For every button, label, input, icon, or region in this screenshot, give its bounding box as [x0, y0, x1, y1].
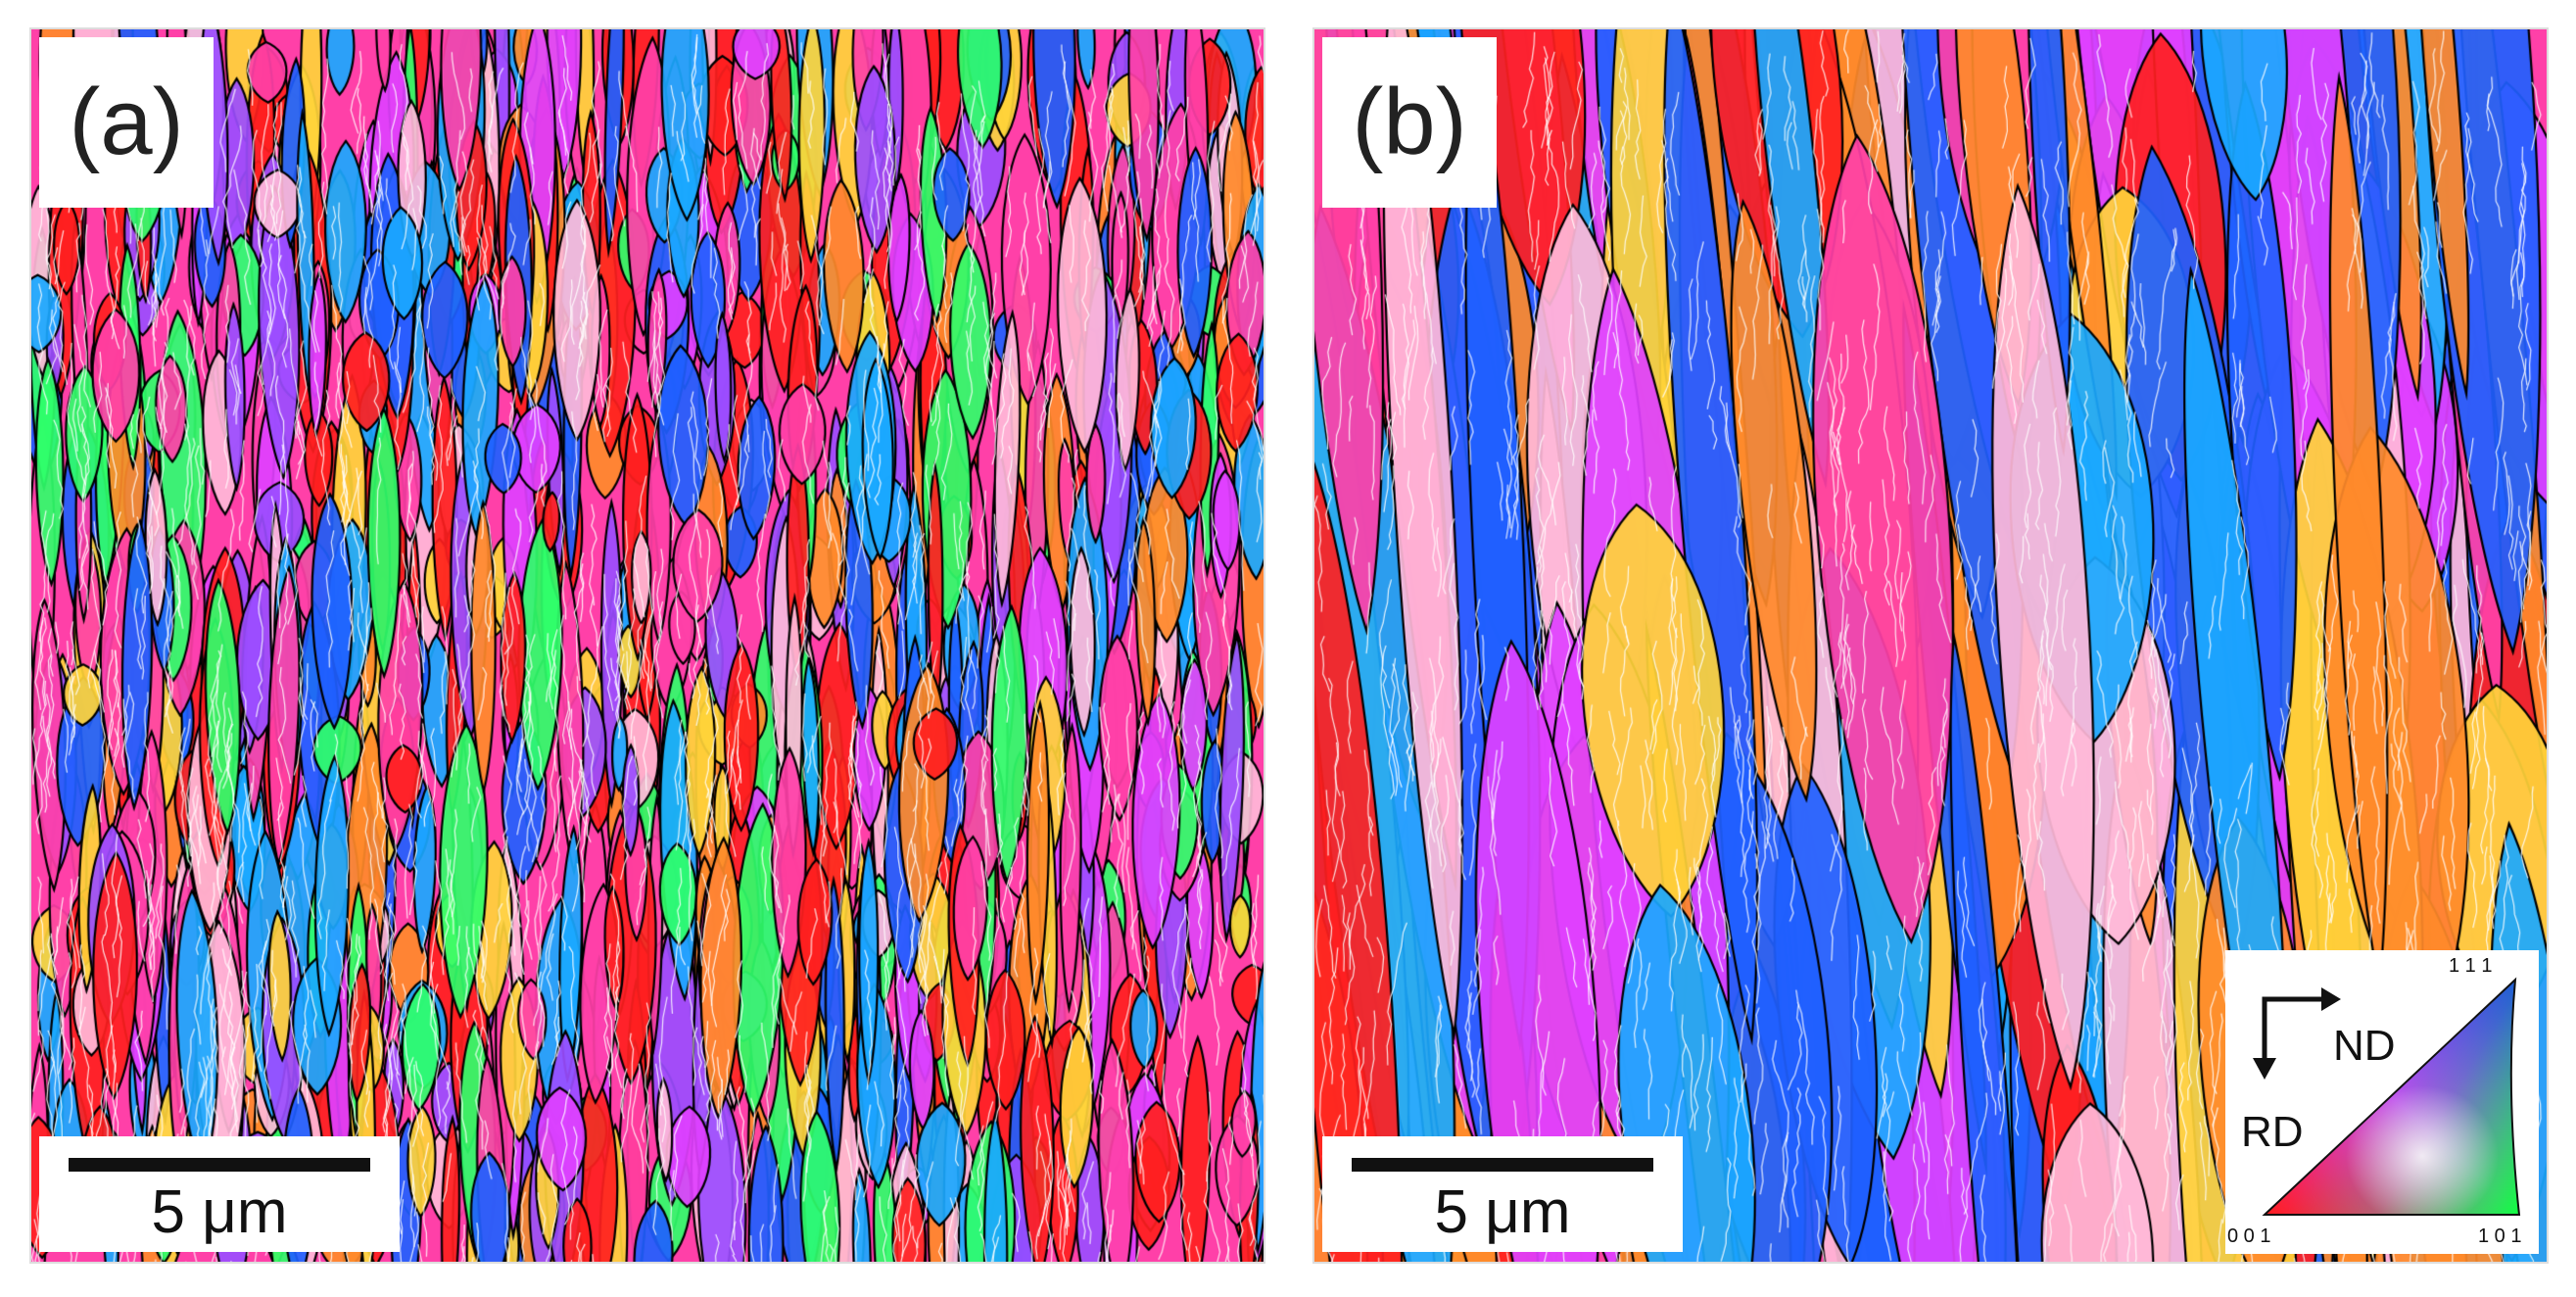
ipf-legend-graphic: ND RD 1 1 1 0 0 1 1 0 1: [2227, 955, 2521, 1247]
ipf-orientation-map-a: [31, 29, 1264, 1262]
scale-bar-line-a: [69, 1158, 370, 1172]
scale-bar-b: 5 μm: [1322, 1136, 1683, 1252]
scale-bar-text-b: 5 μm: [1434, 1178, 1571, 1246]
panel-label-b: (b): [1322, 37, 1497, 208]
ebsd-map-a: (a) 5 μm: [29, 27, 1265, 1264]
axes-indicator-icon: [2262, 996, 2321, 1058]
scale-bar-line-b: [1352, 1158, 1653, 1172]
rd-arrow-icon: [2253, 1058, 2276, 1080]
ipf-color-key-legend: ND RD 1 1 1 0 0 1 1 0 1: [2225, 950, 2539, 1254]
nd-axis-label: ND: [2333, 1022, 2396, 1070]
scale-bar-a: 5 μm: [39, 1136, 400, 1252]
ipf-triangle: [2262, 977, 2521, 1216]
ipf-corner-101: 1 0 1: [2478, 1225, 2521, 1247]
ebsd-map-b: (b) 5 μm: [1312, 27, 2549, 1264]
panel-label-a: (a): [39, 37, 214, 208]
scale-bar-text-a: 5 μm: [151, 1178, 288, 1246]
ipf-corner-001: 0 0 1: [2227, 1225, 2270, 1247]
ipf-corner-111: 1 1 1: [2449, 955, 2492, 977]
rd-axis-label: RD: [2241, 1108, 2304, 1156]
nd-arrow-icon: [2321, 987, 2341, 1011]
